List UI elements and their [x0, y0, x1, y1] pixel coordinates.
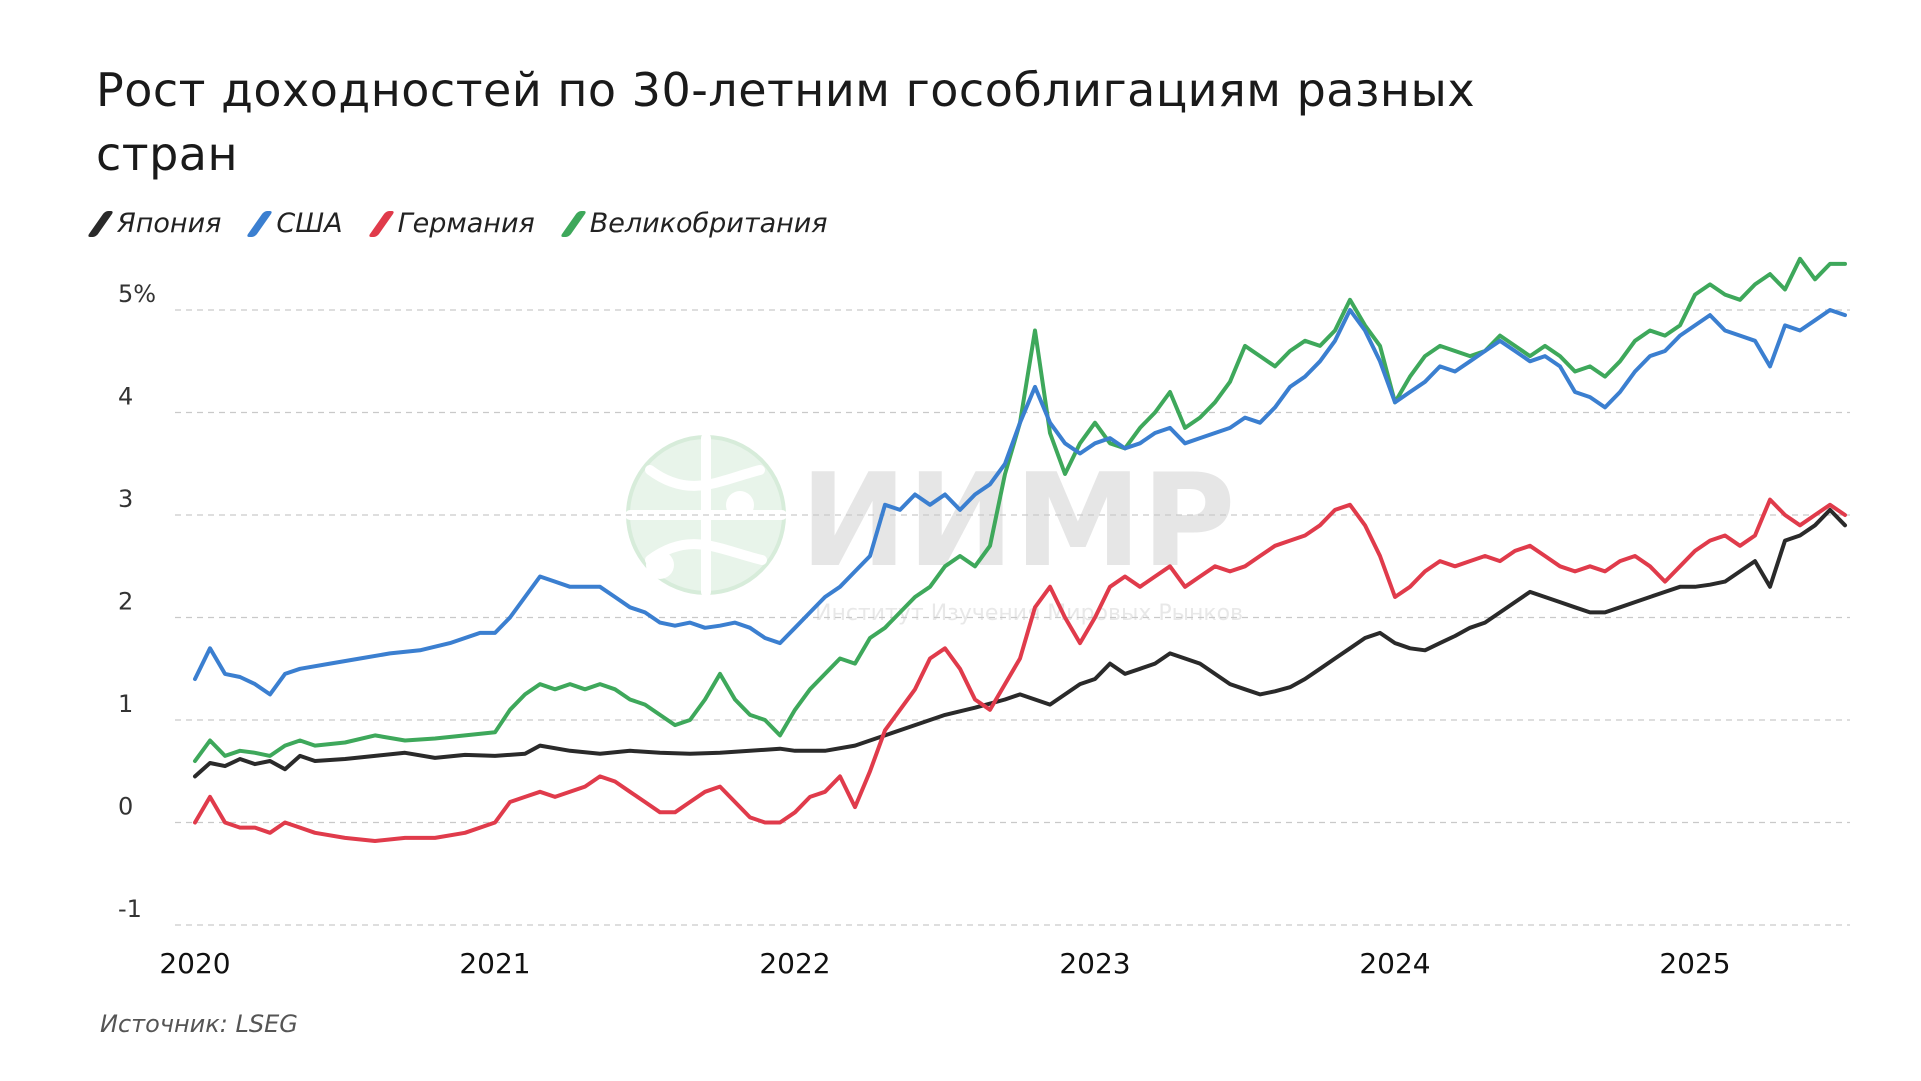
- watermark-logo-text: ИИМР: [800, 447, 1235, 596]
- x-tick-label: 2025: [1659, 947, 1730, 980]
- y-tick-label: 1: [118, 690, 133, 718]
- legend-item-germany: Германия: [367, 208, 535, 239]
- x-tick-label: 2022: [759, 947, 830, 980]
- y-tick-label: 0: [118, 793, 133, 821]
- legend-item-uk: Великобритания: [559, 208, 828, 239]
- chart-title: Рост доходностей по 30-летним гособлигац…: [96, 63, 1476, 181]
- legend-label-germany: Германия: [397, 208, 535, 239]
- series-line-germany: [193, 497, 1847, 843]
- legend: Япония США Германия Великобритания: [86, 208, 828, 239]
- x-tick-label: 2021: [459, 947, 530, 980]
- y-tick-label: 5%: [118, 280, 156, 308]
- y-tick-label: 2: [118, 588, 133, 616]
- x-tick-label: 2020: [159, 947, 230, 980]
- x-tick-label: 2024: [1359, 947, 1430, 980]
- legend-label-usa: США: [276, 208, 343, 239]
- legend-label-japan: Япония: [117, 208, 222, 239]
- x-axis-ticks: 2020 2021 2022 2023 2024 2025: [159, 947, 1730, 980]
- legend-label-uk: Великобритания: [589, 208, 828, 239]
- y-axis-ticks: -1 0 1 2 3 4 5%: [118, 280, 156, 923]
- watermark: ИИМР Институт Изучения Мировых Рынков: [625, 433, 1243, 626]
- x-tick-label: 2023: [1059, 947, 1130, 980]
- y-tick-label: 4: [118, 383, 133, 411]
- grid: [175, 309, 1850, 926]
- series-line-usa: [193, 308, 1847, 697]
- legend-item-japan: Япония: [86, 208, 222, 239]
- series-line-uk: [193, 256, 1847, 763]
- source-note: Источник: LSEG: [100, 1010, 298, 1038]
- y-tick-label: 3: [118, 485, 133, 513]
- y-tick-label: -1: [118, 895, 142, 923]
- series-line-japan: [193, 507, 1847, 779]
- series-lines: [193, 256, 1847, 843]
- legend-item-usa: США: [246, 208, 343, 239]
